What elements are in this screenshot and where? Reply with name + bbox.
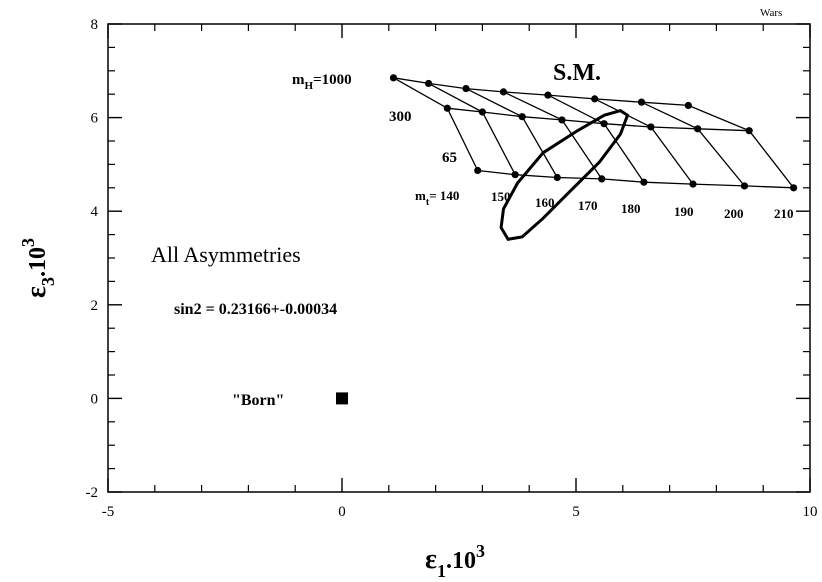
all-asymmetries-label: All Asymmetries [151,242,301,267]
minor-ticks [108,24,810,492]
grid-point [518,113,526,121]
y-tick-label: -2 [86,485,99,501]
born-marker [336,392,348,405]
x-tick-label: 0 [338,504,346,520]
grid-point [740,182,749,190]
x-axis-sup: 3 [476,541,485,561]
mh-label: mH=1000 [292,72,352,92]
mh-sub: H [305,80,314,92]
mt-label: mt= 140 [415,188,459,208]
grid-point [389,74,398,82]
grid-point [637,98,646,106]
grid-point [745,127,753,135]
y-tick-label: 0 [91,391,99,407]
grid-point [499,88,508,96]
x-tick-label: 5 [572,504,580,520]
x-axis-label: ε1.103 [425,541,485,581]
x-tick-label: -5 [102,504,115,520]
grid-point [647,123,655,131]
mt-label-200: 200 [724,206,744,221]
x-axis-mid: .10 [446,548,476,574]
grid-point [462,84,470,93]
x-axis-main: ε [425,544,437,575]
grid-point [790,184,798,192]
grid-point [598,175,606,183]
grid-point [689,180,697,188]
corner-label: Wars [760,7,782,19]
x-tick-labels: -5 0 5 10 [102,504,818,520]
mh-line [477,169,794,189]
mt-label-150: 150 [491,189,511,204]
grid-point [478,108,486,116]
grid-point [694,125,702,133]
grid-point [591,95,599,103]
grid-point [553,173,561,182]
mh-value: =1000 [313,72,352,88]
y-axis-label: ε3.103 [18,238,58,298]
mh-line [393,77,689,107]
grid-point [684,101,692,110]
mh-300-label: 300 [389,109,412,125]
grid-point [640,178,648,186]
mt-sub: t [426,197,430,208]
x-tick-label: 10 [803,504,818,520]
grid-point [600,120,608,128]
mt-label-210: 210 [774,206,794,221]
mt-line [465,88,558,178]
mh-line [447,107,750,132]
mt-label-190: 190 [674,204,694,219]
grid-point [474,166,482,175]
grid-point [443,104,451,112]
fit-ellipse [499,108,630,241]
y-tick-label: 4 [91,204,99,220]
sm-grid-points [389,74,798,192]
y-axis-sup: 3 [18,238,38,247]
y-tick-labels: -2 0 2 4 6 8 [86,17,99,501]
y-tick-label: 8 [91,17,99,33]
x-axis-sub: 1 [437,561,446,581]
sm-grid-lines [393,77,795,189]
mt-line [641,101,746,187]
y-tick-label: 2 [91,298,99,314]
mt-line [688,104,795,189]
mt-line [594,98,694,185]
mt-prefix: m [415,188,426,203]
mh-prefix: m [292,72,305,88]
mt-label-170: 170 [578,198,598,213]
born-label: "Born" [232,392,284,409]
grid-point [544,91,552,99]
y-axis-sub: 3 [38,277,58,286]
mt-eq: = 140 [429,188,459,203]
mt-label-180: 180 [621,201,641,216]
sm-label: S.M. [553,60,601,86]
y-axis-mid: .10 [25,247,51,277]
grid-point [424,79,433,88]
grid-point [558,116,566,124]
major-ticks [107,23,811,493]
mt-label-160: 160 [535,195,555,210]
y-axis-main: ε [21,286,52,298]
mt-line [503,91,603,180]
mh-65-label: 65 [442,150,457,166]
sin2-label: sin2 = 0.23166+-0.00034 [174,301,337,318]
y-tick-label: 6 [91,111,99,127]
grid-point [511,171,519,179]
